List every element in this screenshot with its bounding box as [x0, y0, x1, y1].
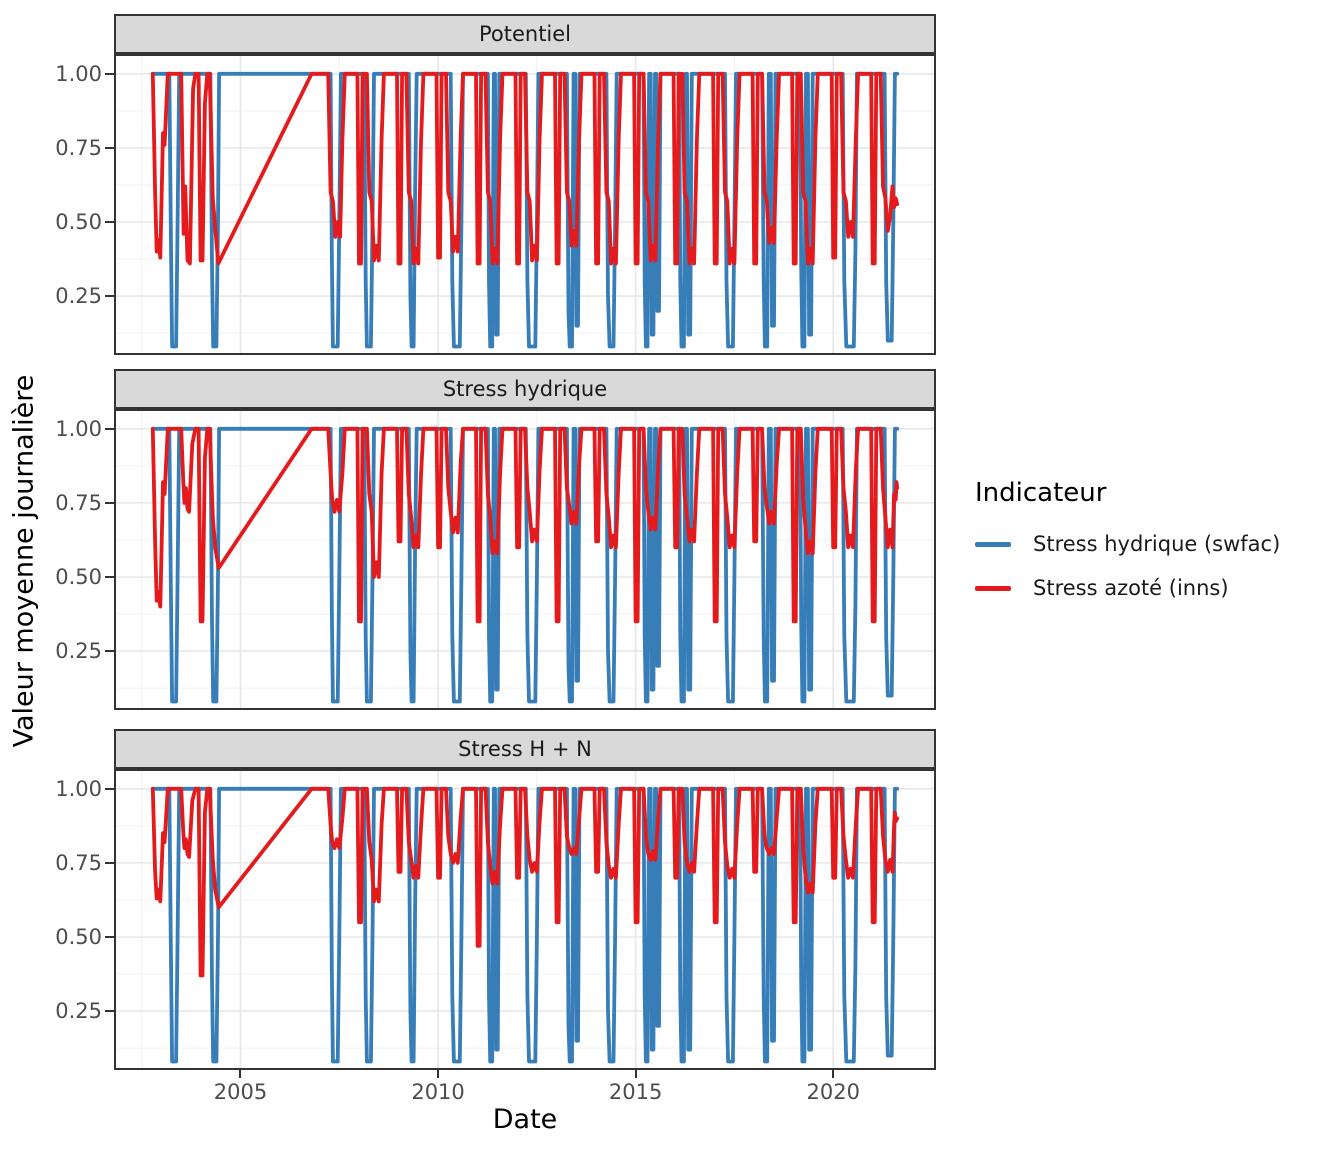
series-line-inns — [150, 71, 900, 266]
facet-strip-label: Potentiel — [478, 22, 572, 46]
y-tick-mark — [105, 295, 114, 298]
x-tick-mark — [634, 1070, 637, 1078]
y-tick-mark — [105, 575, 114, 578]
panel-plot-area — [116, 411, 934, 708]
y-tick-label: 1.00 — [55, 416, 102, 441]
y-tick-label: 0.25 — [55, 639, 102, 664]
y-tick-label: 0.25 — [55, 999, 102, 1024]
facet-panel-potentiel — [114, 54, 936, 355]
facet-strip-potentiel: Potentiel — [114, 14, 936, 54]
facet-panel-stress-hydrique — [114, 409, 936, 710]
x-tick-label: 2020 — [806, 1080, 860, 1104]
y-tick-label: 0.75 — [55, 135, 102, 160]
y-tick-label: 0.25 — [55, 284, 102, 309]
x-tick-mark — [832, 1070, 835, 1078]
y-tick-mark — [105, 72, 114, 75]
y-tick-label: 1.00 — [55, 776, 102, 801]
y-tick-mark — [105, 220, 114, 223]
y-tick-mark — [105, 427, 114, 430]
facet-panel-stress-h-n — [114, 769, 936, 1070]
y-tick-mark — [105, 787, 114, 790]
y-tick-label: 0.50 — [55, 924, 102, 949]
legend-key-line-blue-icon — [975, 541, 1011, 547]
y-tick-mark — [105, 861, 114, 864]
facet-strip-stress-h-n: Stress H + N — [114, 729, 936, 769]
x-tick-label: 2015 — [608, 1080, 663, 1104]
x-tick-mark — [239, 1070, 242, 1078]
facet-strip-label: Stress hydrique — [442, 377, 608, 401]
x-tick-label: 2005 — [213, 1080, 268, 1104]
y-tick-mark — [105, 935, 114, 938]
x-tick-label: 2010 — [411, 1080, 465, 1104]
y-tick-mark — [105, 146, 114, 149]
panel-plot-area — [116, 56, 934, 353]
series-line-swfac — [150, 786, 900, 1064]
legend-key-line-red-icon — [975, 585, 1011, 591]
legend-item-label: Stress hydrique (swfac) — [1033, 532, 1281, 556]
facet-strip-stress-hydrique: Stress hydrique — [114, 369, 936, 409]
y-tick-mark — [105, 501, 114, 504]
y-tick-label: 0.50 — [55, 564, 102, 589]
series-line-inns — [150, 786, 900, 978]
y-tick-mark — [105, 650, 114, 653]
x-tick-mark — [437, 1070, 440, 1078]
y-tick-label: 0.75 — [55, 490, 102, 515]
y-tick-label: 0.75 — [55, 850, 102, 875]
y-tick-mark — [105, 1010, 114, 1013]
x-axis-title: Date — [492, 1104, 558, 1135]
legend: Indicateur Stress hydrique (swfac) Stres… — [975, 478, 1325, 600]
series-line-inns — [150, 426, 900, 624]
panel-plot-area — [116, 771, 934, 1068]
facet-strip-label: Stress H + N — [458, 737, 592, 761]
legend-item-label: Stress azoté (inns) — [1033, 576, 1229, 600]
y-tick-label: 0.50 — [55, 209, 102, 234]
y-tick-label: 1.00 — [55, 61, 102, 86]
legend-item-swfac: Stress hydrique (swfac) — [975, 532, 1325, 556]
legend-title: Indicateur — [975, 478, 1107, 508]
legend-item-inns: Stress azoté (inns) — [975, 576, 1325, 600]
